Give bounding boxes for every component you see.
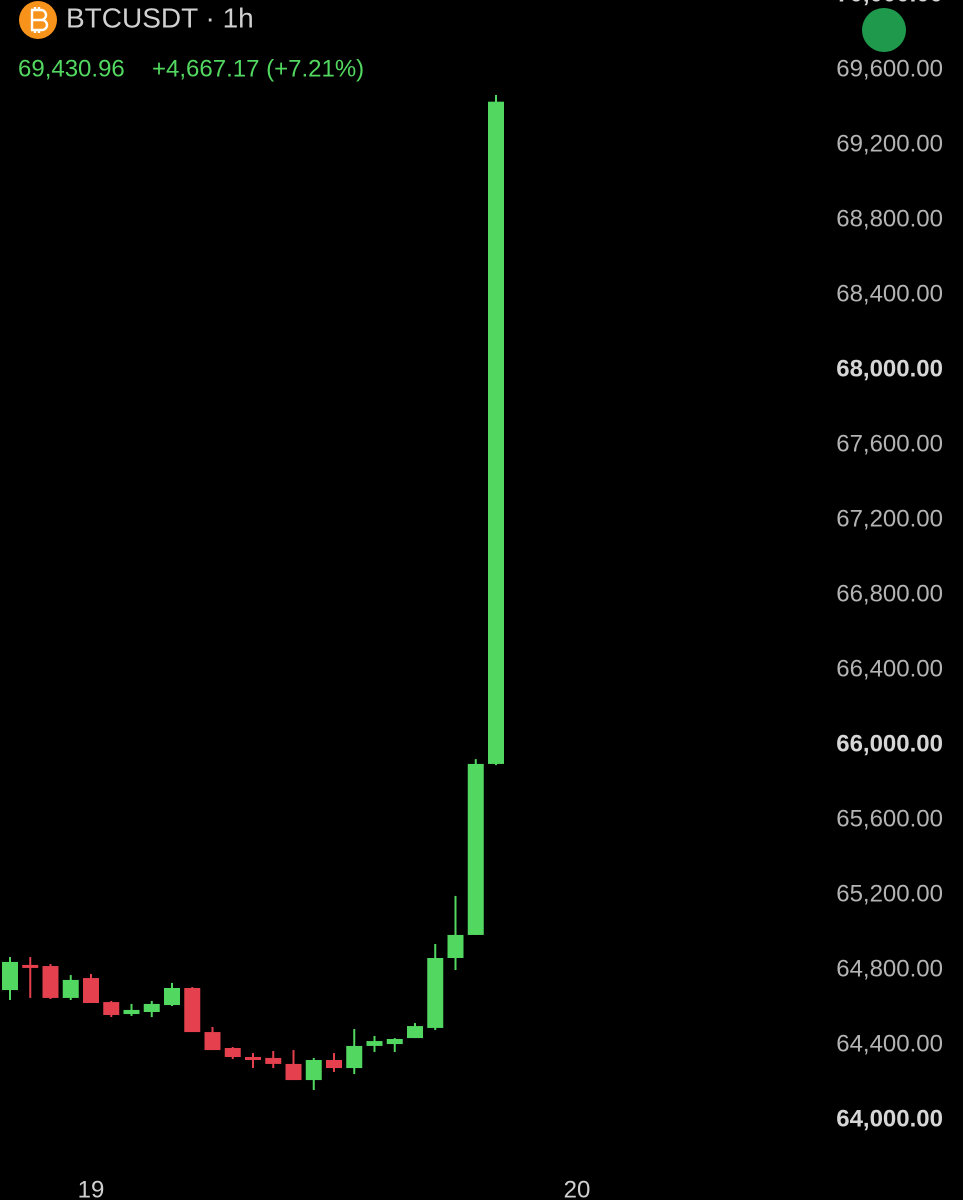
y-tick-label: 66,800.00 xyxy=(836,580,943,607)
y-tick-label: 64,800.00 xyxy=(836,955,943,982)
y-tick-label: 70,000.00 xyxy=(836,0,943,7)
candle-body xyxy=(366,1041,383,1046)
candle-body xyxy=(386,1039,403,1045)
y-tick-label: 66,000.00 xyxy=(836,730,943,757)
watermark-logo xyxy=(862,8,906,52)
coin-glyph xyxy=(30,7,49,33)
y-tick-label: 68,000.00 xyxy=(836,355,943,382)
y-tick-label: 69,600.00 xyxy=(836,55,943,82)
candle-body xyxy=(164,988,180,1006)
candle-body xyxy=(305,1060,322,1081)
candle-body xyxy=(245,1057,261,1060)
candle-body xyxy=(447,934,464,958)
candle-body xyxy=(224,1048,241,1057)
candle-body xyxy=(123,1009,140,1015)
candle-body xyxy=(326,1060,342,1069)
candle-body xyxy=(103,1002,120,1015)
y-tick-label: 68,800.00 xyxy=(836,205,943,232)
y-tick-label: 68,400.00 xyxy=(836,280,943,307)
candle-body xyxy=(62,979,79,998)
y-tick-label: 67,200.00 xyxy=(836,505,943,532)
candle-body xyxy=(488,101,504,764)
candle-body xyxy=(427,958,444,1028)
candle-body xyxy=(143,1003,160,1012)
y-tick-label: 64,000.00 xyxy=(836,1105,943,1132)
candle-body xyxy=(346,1045,363,1069)
y-tick-label: 66,400.00 xyxy=(836,655,943,682)
y-tick-label: 69,200.00 xyxy=(836,130,943,157)
candle-body xyxy=(265,1057,282,1064)
candle-body xyxy=(204,1032,221,1051)
last-price: 69,430.96 xyxy=(18,55,125,82)
candle-body xyxy=(285,1063,302,1081)
candle-body xyxy=(407,1026,423,1039)
candle-body xyxy=(2,961,18,991)
chart-title: BTCUSDT · 1h xyxy=(66,2,254,33)
y-tick-label: 67,600.00 xyxy=(836,430,943,457)
y-tick-label: 65,600.00 xyxy=(836,805,943,832)
y-tick-label: 65,200.00 xyxy=(836,880,943,907)
candle-body xyxy=(184,988,201,1033)
x-tick-label: 20 xyxy=(564,1176,591,1200)
candle-body xyxy=(467,763,484,935)
x-tick-label: 19 xyxy=(78,1176,105,1200)
candle-body xyxy=(83,978,99,1003)
candle-body xyxy=(22,964,39,968)
price-change: +4,667.17 (+7.21%) xyxy=(152,55,364,82)
candle-body xyxy=(42,966,59,998)
y-tick-label: 64,400.00 xyxy=(836,1030,943,1057)
